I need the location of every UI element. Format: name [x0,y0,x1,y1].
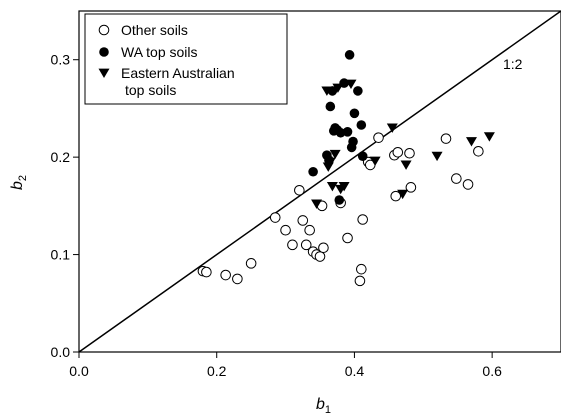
axis-ticks: 0.0 0.2 0.4 0.6 0.0 0.1 0.2 0.3 [51,52,503,379]
y-axis-title: b2 [9,175,29,190]
reference-line [78,10,561,353]
point-wa-top-soils [308,166,318,177]
x-tick-label: 0.4 [345,363,365,379]
point-other-soils [356,263,367,275]
point-eastern-australian-top-soils [465,137,477,147]
point-other-soils [269,212,281,223]
point-eastern-australian-top-soils [369,156,381,166]
point-eastern-australian-top-soils [397,189,409,200]
reference-line-label: 1:2 [503,56,523,72]
point-eastern-australian-top-soils [321,86,333,96]
legend-marker-triangle [98,68,110,78]
point-eastern-australian-top-soils [326,181,338,192]
point-wa-top-soils [325,101,336,112]
point-other-soils [245,258,257,269]
point-eastern-australian-top-soils [431,151,443,162]
point-other-soils [280,224,291,236]
point-other-soils [462,179,474,190]
point-eastern-australian-top-soils [400,160,412,170]
point-other-soils [373,132,384,143]
data-points [197,50,495,287]
point-eastern-australian-top-soils [386,123,398,133]
legend-label-eastern-australian-line2: top soils [125,82,176,98]
point-eastern-australian-top-soils [311,199,323,209]
x-tick-label: 0.6 [482,363,502,379]
point-eastern-australian-top-soils [329,149,341,160]
point-other-soils [297,215,309,226]
y-tick-label: 0.0 [51,344,71,360]
legend-label-wa-top-soils: WA top soils [121,44,198,60]
point-wa-top-soils [348,136,358,147]
point-other-soils [392,146,404,158]
point-eastern-australian-top-soils [338,181,350,192]
x-axis-title: b1 [316,396,331,416]
point-eastern-australian-top-soils [324,157,336,167]
point-wa-top-soils [349,108,360,119]
y-tick-label: 0.1 [51,247,71,263]
legend: Other soils WA top soils Eastern Austral… [84,13,288,105]
y-tick-label: 0.2 [51,149,71,165]
point-other-soils [318,242,329,254]
point-wa-top-soils [357,151,368,161]
legend-markers [98,24,110,78]
point-wa-top-soils [356,120,367,130]
point-wa-top-soils [353,86,363,96]
x-tick-label: 0.0 [69,363,89,379]
point-other-soils [405,182,417,193]
point-other-soils [473,145,484,157]
point-other-soils [220,269,231,281]
point-other-soils [294,184,305,196]
x-tick-label: 0.2 [207,363,227,379]
reference-line-layer [78,10,561,353]
point-other-soils [404,147,415,159]
legend-box [84,13,288,105]
point-other-soils [451,173,462,184]
point-other-soils [314,251,326,262]
legend-label-other-soils: Other soils [121,22,188,38]
point-other-soils [232,273,243,285]
point-eastern-australian-top-soils [345,79,357,90]
point-other-soils [287,239,298,251]
plot-frame [78,10,561,353]
point-other-soils [354,275,366,287]
point-other-soils [201,266,212,278]
legend-label-eastern-australian-line1: Eastern Australian [121,65,235,81]
point-eastern-australian-top-soils [332,83,344,93]
legend-marker-filled-circle [99,47,109,57]
point-eastern-australian-top-soils [483,132,495,142]
point-other-soils [390,190,402,202]
point-other-soils [300,239,312,251]
point-other-soils [342,232,353,244]
point-other-soils [304,224,315,236]
point-wa-top-soils [342,127,353,137]
legend-marker-open-circle [98,24,110,36]
point-other-soils [440,133,452,144]
point-wa-top-soils [344,50,355,60]
point-other-soils [357,214,368,225]
point-wa-top-soils [334,195,345,205]
y-tick-label: 0.3 [51,52,71,68]
